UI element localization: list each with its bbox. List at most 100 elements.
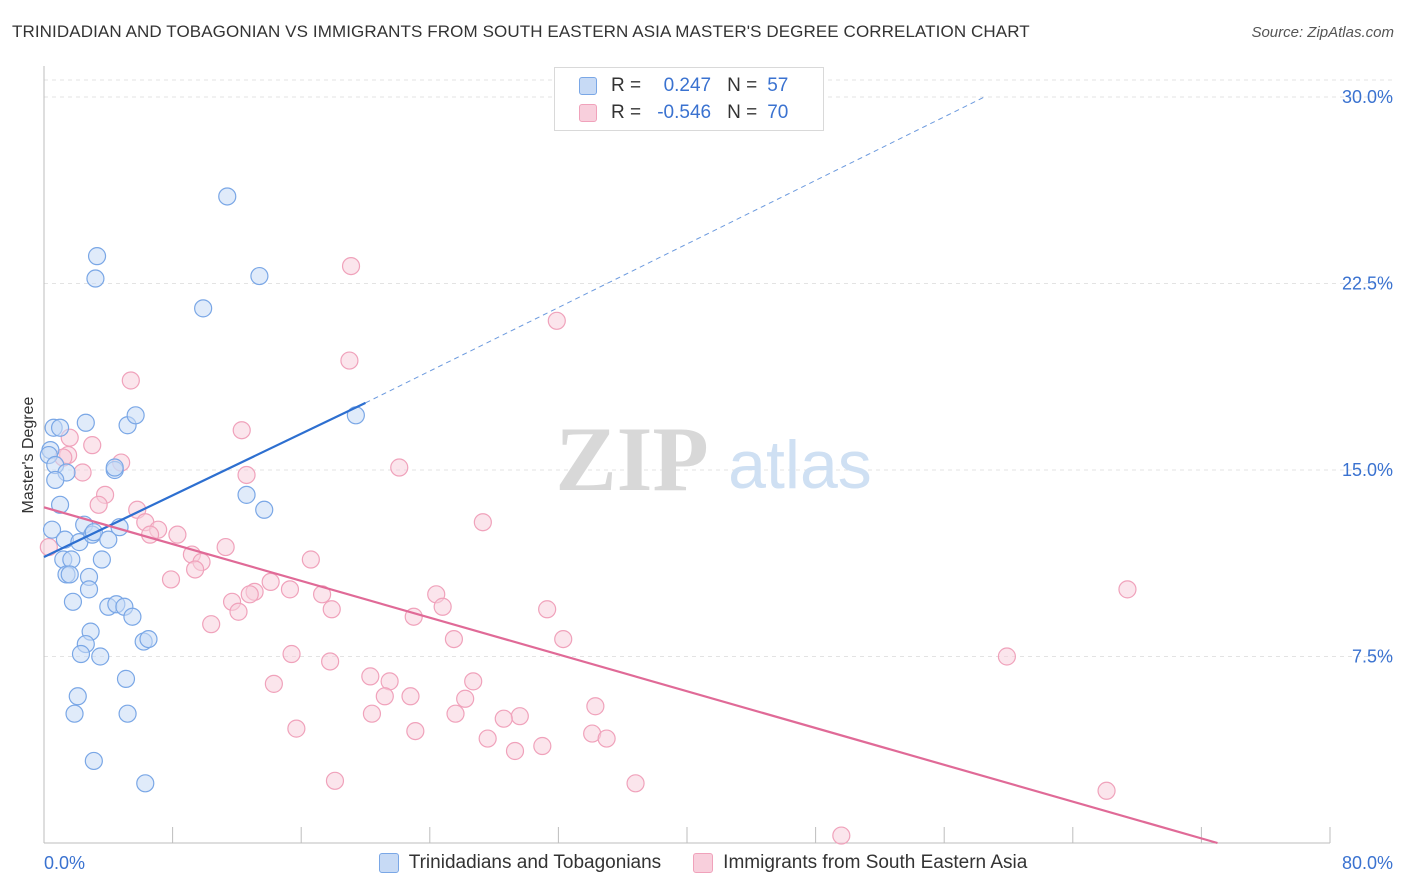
legend-swatch-blue	[579, 77, 597, 95]
pink-point-35	[229, 602, 248, 621]
pink-point-48	[264, 674, 283, 693]
blue-point-49	[65, 704, 84, 723]
legend-n-value-pink: 70	[767, 102, 789, 123]
blue-point-43	[139, 629, 158, 649]
legend-swatch-pink	[693, 853, 714, 873]
pink-point-41	[554, 629, 573, 649]
blue-point-18	[237, 485, 256, 504]
blue-point-48	[68, 687, 87, 706]
pink-point-65	[626, 774, 645, 793]
pink-point-2	[340, 351, 359, 370]
blue-point-21	[42, 520, 62, 539]
blue-point-20	[50, 495, 70, 514]
blue-point-27	[99, 530, 118, 549]
pink-point-49	[375, 687, 394, 706]
pink-point-10	[237, 465, 256, 485]
pink-point-62	[505, 741, 525, 761]
legend-label-trinidadians: Trinidadians and Tobagonians	[408, 852, 662, 873]
pink-point-11	[390, 458, 409, 477]
blue-point-6	[50, 418, 70, 437]
legend-n-value-blue: 57	[767, 75, 789, 96]
pink-point-63	[533, 736, 552, 756]
blue-point-35	[79, 580, 99, 599]
legend-item-trinidadians: Trinidadians and Tobagonians	[378, 852, 662, 874]
pink-point-17	[473, 513, 492, 532]
pink-point-54	[446, 704, 465, 723]
pink-point-0	[341, 256, 361, 276]
blue-point-31	[92, 550, 111, 569]
pink-point-37	[433, 597, 452, 616]
blue-point-0	[218, 187, 237, 206]
source-label: Source: ZipAtlas.com	[1251, 24, 1394, 41]
x-tick-label-max: 80.0%	[1342, 853, 1393, 873]
pink-point-39	[202, 615, 221, 634]
pink-point-19	[168, 525, 187, 544]
blue-point-3	[250, 266, 269, 286]
pink-point-6	[83, 436, 102, 455]
pink-point-55	[510, 707, 529, 726]
pink-point-61	[597, 729, 616, 748]
pink-point-43	[321, 652, 340, 671]
y-tick-label-3: 30.0%	[1342, 87, 1393, 107]
pink-point-40	[444, 629, 464, 649]
series-immigrants-sea-points	[39, 256, 1137, 845]
legend-n-label: N =	[727, 102, 758, 123]
pink-point-57	[287, 719, 306, 738]
correlation-legend: R = 0.247 N = 57 R = -0.546 N = 70	[554, 67, 824, 131]
pink-point-58	[406, 721, 425, 741]
legend-row-pink: R = -0.546 N = 70	[579, 101, 788, 125]
series-trinidadians-points	[39, 187, 365, 793]
y-tick-label-2: 22.5%	[1342, 274, 1393, 294]
tick-labels: 7.5% 15.0% 22.5% 30.0% 0.0% 80.0%	[44, 87, 1393, 873]
blue-point-7	[76, 413, 95, 432]
legend-row-blue: R = 0.247 N = 57	[579, 74, 788, 98]
blue-point-36	[63, 592, 83, 611]
blue-point-50	[118, 704, 137, 723]
pink-point-3	[121, 371, 140, 390]
blue-point-17	[46, 470, 65, 490]
y-tick-label-0: 7.5%	[1352, 647, 1393, 667]
blue-point-16	[105, 458, 124, 477]
pink-point-7	[232, 421, 251, 440]
blue-trend-line	[43, 401, 366, 559]
pink-point-34	[322, 600, 341, 619]
pink-point-24	[161, 570, 181, 589]
pink-point-27	[280, 580, 300, 599]
legend-r-value-blue: 0.247	[663, 75, 712, 96]
pink-point-1	[547, 311, 566, 330]
watermark: ZIP atlas	[555, 408, 872, 510]
blue-point-1	[87, 247, 107, 266]
legend-swatch-blue	[378, 853, 399, 873]
pink-point-22	[301, 550, 320, 569]
blue-point-46	[91, 647, 110, 666]
pink-trend-line	[43, 506, 1218, 845]
grid-lines	[44, 79, 1392, 657]
x-tick-label-min: 0.0%	[44, 853, 85, 873]
pink-point-30	[240, 585, 259, 604]
pink-point-38	[538, 600, 557, 619]
pink-point-26	[261, 572, 280, 592]
pink-point-47	[464, 672, 483, 691]
blue-point-4	[194, 299, 213, 318]
pink-point-50	[401, 687, 420, 706]
pink-point-21	[216, 537, 235, 557]
blue-point-19	[255, 500, 274, 519]
blue-point-2	[86, 269, 105, 288]
pink-point-13	[89, 495, 108, 514]
legend-swatch-pink	[579, 104, 597, 122]
blue-point-47	[116, 669, 136, 688]
pink-point-67	[832, 826, 851, 845]
legend-n-label: N =	[727, 75, 758, 96]
trend-lines	[43, 96, 1218, 845]
pink-point-53	[362, 704, 382, 723]
pink-point-18	[140, 525, 160, 544]
watermark-atlas: atlas	[728, 427, 872, 503]
legend-r-label: R =	[611, 102, 642, 123]
chart-title: TRINIDADIAN AND TOBAGONIAN VS IMMIGRANTS…	[12, 22, 1030, 41]
y-tick-label-1: 15.0%	[1342, 460, 1393, 480]
blue-trend-extension	[365, 96, 985, 404]
blue-point-9	[126, 406, 145, 425]
blue-point-40	[123, 607, 142, 626]
blue-point-51	[84, 751, 103, 771]
